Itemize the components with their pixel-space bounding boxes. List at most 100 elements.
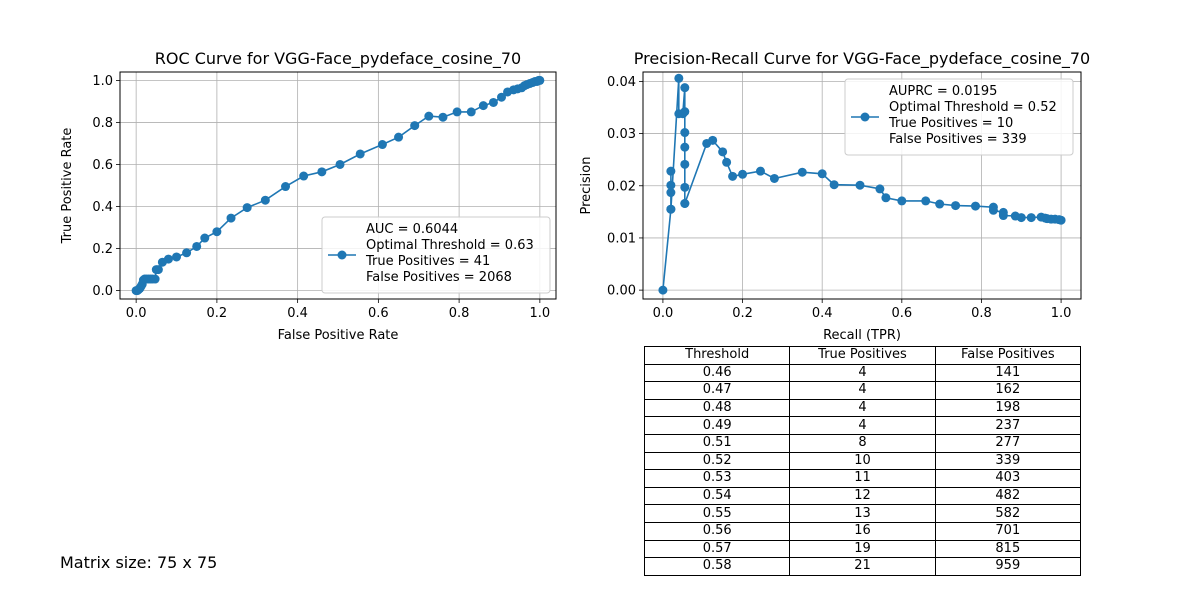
data-point xyxy=(738,169,748,179)
data-point xyxy=(497,92,506,102)
table-cell: 8 xyxy=(789,433,936,453)
x-tick-label: 0.4 xyxy=(287,306,308,321)
y-tick-label: 0.02 xyxy=(607,179,636,194)
data-point xyxy=(951,201,961,211)
y-tick-label: 0.0 xyxy=(92,284,113,299)
legend-marker xyxy=(337,250,347,260)
data-point xyxy=(935,199,945,209)
data-point xyxy=(666,188,676,198)
data-point xyxy=(817,169,827,179)
legend-marker xyxy=(860,112,870,122)
table-header-false-positives: False Positives xyxy=(934,346,1082,365)
legend-entry: False Positives = 339 xyxy=(889,132,1027,147)
table-cell: 4 xyxy=(789,398,936,418)
legend-entry: True Positives = 10 xyxy=(888,116,1013,131)
table-cell: 0.57 xyxy=(643,539,791,559)
data-point xyxy=(424,111,434,121)
chart-title: ROC Curve for VGG-Face_pydeface_cosine_7… xyxy=(155,49,521,69)
table-cell: 582 xyxy=(934,504,1082,523)
data-point xyxy=(1056,215,1066,225)
data-point xyxy=(722,157,732,167)
table-header-threshold: Threshold xyxy=(643,346,791,365)
data-point xyxy=(242,203,252,213)
table-row: 0.52 10 339 xyxy=(643,451,1082,471)
data-point xyxy=(260,195,270,205)
x-tick-label: 0.8 xyxy=(449,306,470,321)
data-point xyxy=(680,128,690,138)
table-cell: 141 xyxy=(934,363,1082,383)
table-cell: 0.49 xyxy=(643,416,791,435)
data-point xyxy=(355,149,365,159)
table-row: 0.55 13 582 xyxy=(643,504,1082,523)
table-cell: 198 xyxy=(934,398,1082,418)
table-header-true-positives: True Positives xyxy=(789,346,936,365)
x-tick-label: 0.0 xyxy=(653,306,674,321)
table-row: 0.47 4 162 xyxy=(643,381,1082,400)
table-cell: 403 xyxy=(934,469,1082,488)
x-tick-label: 1.0 xyxy=(1051,306,1072,321)
data-point xyxy=(535,75,545,85)
legend-entry: Optimal Threshold = 0.52 xyxy=(889,100,1057,115)
table-cell: 0.47 xyxy=(643,381,791,400)
table-cell: 959 xyxy=(934,557,1082,576)
table-header-row: Threshold True Positives False Positives xyxy=(643,346,1082,365)
data-point xyxy=(718,147,728,157)
data-point xyxy=(680,107,690,117)
table-cell: 162 xyxy=(934,381,1082,400)
y-tick-label: 0.01 xyxy=(607,231,636,246)
chart-precision-recall: 0.0 0.2 0.4 0.6 0.8 1.0 0.00 0.01 0.02 0.03 0.04 Pr… xyxy=(579,49,1090,343)
data-point xyxy=(335,159,345,169)
table-cell: 277 xyxy=(934,433,1082,453)
data-point xyxy=(680,182,690,192)
data-point xyxy=(172,252,182,262)
table-cell: 4 xyxy=(789,416,936,435)
data-point xyxy=(708,135,718,145)
data-point xyxy=(452,107,462,117)
table-cell: 21 xyxy=(789,557,936,576)
y-axis-label: True Positive Rate xyxy=(60,128,75,245)
table-cell: 0.58 xyxy=(643,557,791,576)
table-row: 0.57 19 815 xyxy=(643,539,1082,559)
y-tick-label: 0.2 xyxy=(92,242,113,257)
table-cell: 0.53 xyxy=(643,469,791,488)
table-row: 0.54 12 482 xyxy=(643,486,1082,506)
legend-entry: Optimal Threshold = 0.63 xyxy=(366,238,534,253)
table-cell: 0.54 xyxy=(643,486,791,506)
table-cell: 4 xyxy=(789,381,936,400)
table-row: 0.58 21 959 xyxy=(643,557,1082,576)
x-axis-label: Recall (TPR) xyxy=(823,328,901,343)
table-cell: 11 xyxy=(789,469,936,488)
matrix-size-label: Matrix size: 75 x 75 xyxy=(60,553,218,572)
data-point xyxy=(921,196,931,206)
data-point xyxy=(658,285,668,295)
data-point xyxy=(728,171,738,181)
table-cell: 701 xyxy=(934,521,1082,541)
table-row: 0.56 16 701 xyxy=(643,521,1082,541)
data-point xyxy=(377,140,387,150)
data-point xyxy=(438,112,448,122)
data-point xyxy=(153,265,163,275)
data-point xyxy=(200,233,210,243)
data-point xyxy=(666,180,676,190)
y-tick-label: 0.00 xyxy=(607,284,636,299)
table-row: 0.49 4 237 xyxy=(643,416,1082,435)
data-point xyxy=(680,159,690,169)
data-point xyxy=(998,211,1008,221)
table-cell: 0.52 xyxy=(643,451,791,471)
y-tick-label: 1.0 xyxy=(92,74,113,89)
data-point xyxy=(394,132,404,142)
data-point xyxy=(1016,213,1026,223)
data-point xyxy=(755,166,765,176)
x-tick-label: 0.2 xyxy=(207,306,228,321)
table-cell: 12 xyxy=(789,486,936,506)
y-axis-label: Precision xyxy=(579,156,594,214)
table-cell: 0.51 xyxy=(643,433,791,453)
table-row: 0.46 4 141 xyxy=(643,363,1082,383)
data-point xyxy=(163,254,173,264)
data-point xyxy=(317,167,327,177)
chart-roc: 0.0 0.2 0.4 0.6 0.8 1.0 0.0 0.2 0.4 0.6 0.8 1.0 ROC … xyxy=(60,49,557,343)
x-tick-label: 0.6 xyxy=(368,306,389,321)
table-cell: 4 xyxy=(789,363,936,383)
